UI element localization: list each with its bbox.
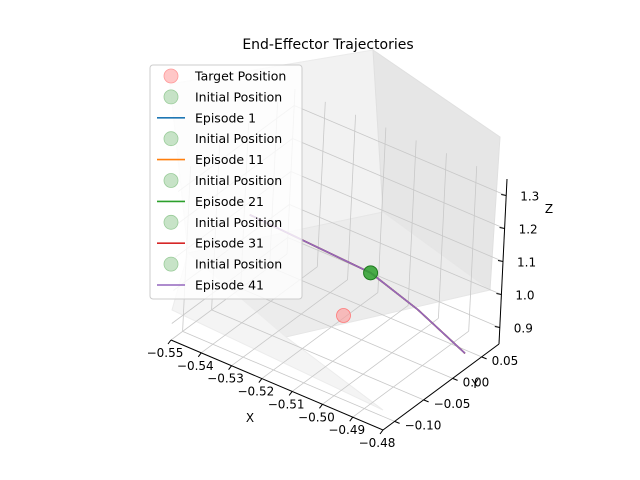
initial-position-marker (363, 265, 379, 281)
z-tick-label: 0.9 (514, 322, 533, 336)
y-grid-line-floor (182, 331, 395, 422)
y-tick-label: −0.10 (405, 418, 442, 432)
legend-label: Initial Position (195, 257, 282, 272)
x-axis-line (170, 339, 384, 431)
z-tick-mark (496, 293, 502, 295)
legend-marker (163, 89, 179, 105)
legend-marker (163, 214, 179, 230)
x-tick-label: −0.52 (237, 385, 274, 399)
y-grid-line-floor (211, 309, 424, 401)
z-axis-label: Z (545, 202, 553, 216)
x-tick-mark (228, 365, 232, 371)
z-grid-line-right (294, 105, 507, 196)
x-tick-mark (258, 378, 263, 383)
legend-label: Initial Position (195, 131, 282, 146)
z-tick-mark (501, 194, 507, 196)
y-tick-mark (423, 399, 429, 403)
x-grid-line-floor (322, 317, 439, 405)
x-tick-label: −0.50 (298, 410, 335, 424)
y-tick-mark (394, 420, 400, 424)
legend-label: Initial Position (195, 89, 282, 104)
axis-lines (167, 178, 508, 435)
z-axis-line (498, 178, 508, 345)
x-tick-label: −0.51 (268, 397, 305, 411)
z-tick-label: 1.0 (515, 289, 534, 303)
y-axis-line (382, 343, 500, 431)
legend-marker (163, 131, 179, 147)
x-axis-label: X (246, 411, 254, 425)
y-tick-label: 0.00 (463, 375, 490, 389)
x-tick-mark (349, 416, 354, 422)
y-tick-label: −0.05 (434, 397, 471, 411)
z-tick-label: 1.3 (520, 190, 539, 204)
y-axis-label: Y (470, 377, 479, 391)
legend-marker (163, 68, 179, 84)
legend-label: Episode 1 (195, 110, 256, 125)
x-grid-line-floor (352, 330, 469, 418)
y-grid-line-floor (240, 288, 453, 379)
chart-title: End-Effector Trajectories (242, 37, 413, 53)
x-tick-label: −0.55 (147, 346, 184, 360)
z-tick-label: 1.1 (517, 256, 536, 270)
x-tick-mark (379, 429, 384, 435)
legend-label: Episode 21 (195, 194, 264, 209)
y-tick-label: 0.05 (492, 354, 519, 368)
marker-layer (336, 265, 379, 323)
legend: Target Position Initial Position Episode 1… (149, 64, 303, 300)
z-grid-line-right (289, 204, 502, 295)
z-tick-mark (499, 227, 505, 229)
z-tick-label: 1.2 (519, 223, 538, 237)
x-tick-label: −0.49 (328, 423, 365, 437)
x-grid-line-floor (261, 292, 379, 379)
x-tick-mark (319, 403, 323, 409)
x-tick-mark (167, 339, 172, 345)
tick-labels: −0.55−0.54−0.53−0.52−0.51−0.50−0.49−0.48… (147, 190, 540, 451)
y-tick-mark (452, 377, 458, 381)
x-tick-label: −0.54 (177, 359, 214, 373)
z-grid-line-right (287, 237, 500, 328)
legend-label: Target Position (194, 69, 286, 84)
legend-label: Initial Position (195, 173, 282, 188)
legend-marker (163, 173, 179, 188)
x-tick-label: −0.53 (207, 372, 244, 386)
target-position-marker (336, 308, 351, 323)
y-grid-line-floor (269, 266, 482, 358)
x-tick-mark (197, 352, 202, 358)
y-tick-mark (481, 356, 487, 360)
legend-label: Episode 41 (195, 278, 264, 293)
z-grid-line-right (292, 138, 505, 229)
x-tick-mark (288, 391, 293, 396)
z-tick-mark (494, 326, 500, 328)
z-grid-line-right (290, 171, 504, 262)
legend-label: Initial Position (195, 215, 282, 230)
x-grid-line-floor (291, 305, 409, 392)
x-tick-label: −0.48 (359, 436, 396, 450)
legend-label: Episode 11 (195, 152, 264, 167)
legend-marker (163, 256, 179, 272)
x-grid-line-floor (231, 279, 348, 367)
legend-box (149, 64, 303, 300)
legend-label: Episode 31 (195, 236, 264, 251)
z-tick-mark (497, 260, 504, 262)
